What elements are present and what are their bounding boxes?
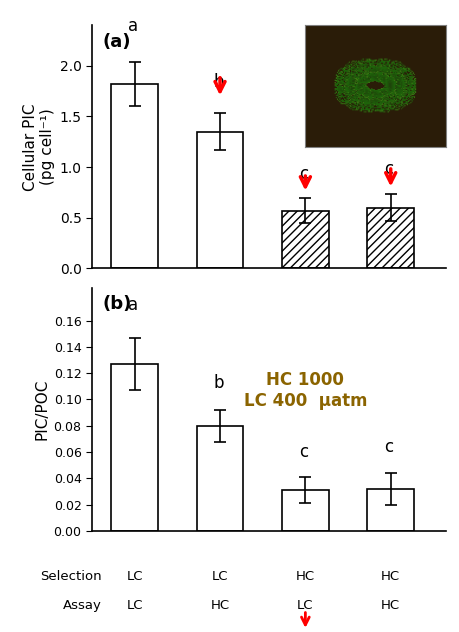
Text: LC: LC	[126, 570, 143, 583]
Text: LC: LC	[297, 599, 313, 612]
Text: LC: LC	[211, 570, 228, 583]
Text: b: b	[213, 73, 223, 91]
Bar	[111, 364, 158, 531]
Y-axis label: PIC/POC: PIC/POC	[34, 379, 49, 440]
Text: c: c	[298, 443, 308, 461]
Bar	[366, 207, 413, 269]
Text: HC: HC	[210, 599, 229, 612]
Text: Assay: Assay	[63, 599, 102, 612]
Bar	[196, 131, 243, 269]
Y-axis label: Cellular PIC
(pg cell⁻¹): Cellular PIC (pg cell⁻¹)	[23, 103, 55, 191]
Bar	[281, 210, 328, 269]
Text: HC: HC	[381, 599, 399, 612]
Bar	[281, 490, 328, 531]
Text: a: a	[128, 296, 138, 314]
Text: HC: HC	[381, 570, 399, 583]
Bar	[366, 489, 413, 531]
Text: LC: LC	[126, 599, 143, 612]
Bar	[111, 84, 158, 269]
Bar	[196, 426, 243, 531]
Text: HC 1000
LC 400  μatm: HC 1000 LC 400 μatm	[243, 371, 366, 410]
Text: c: c	[298, 166, 308, 183]
Text: b: b	[213, 374, 223, 392]
Text: (a): (a)	[102, 33, 131, 51]
Text: a: a	[128, 18, 138, 35]
Text: HC: HC	[295, 570, 314, 583]
Text: Selection: Selection	[40, 570, 102, 583]
Text: c: c	[384, 161, 393, 178]
Text: (b): (b)	[102, 295, 132, 313]
Text: c: c	[384, 438, 393, 456]
